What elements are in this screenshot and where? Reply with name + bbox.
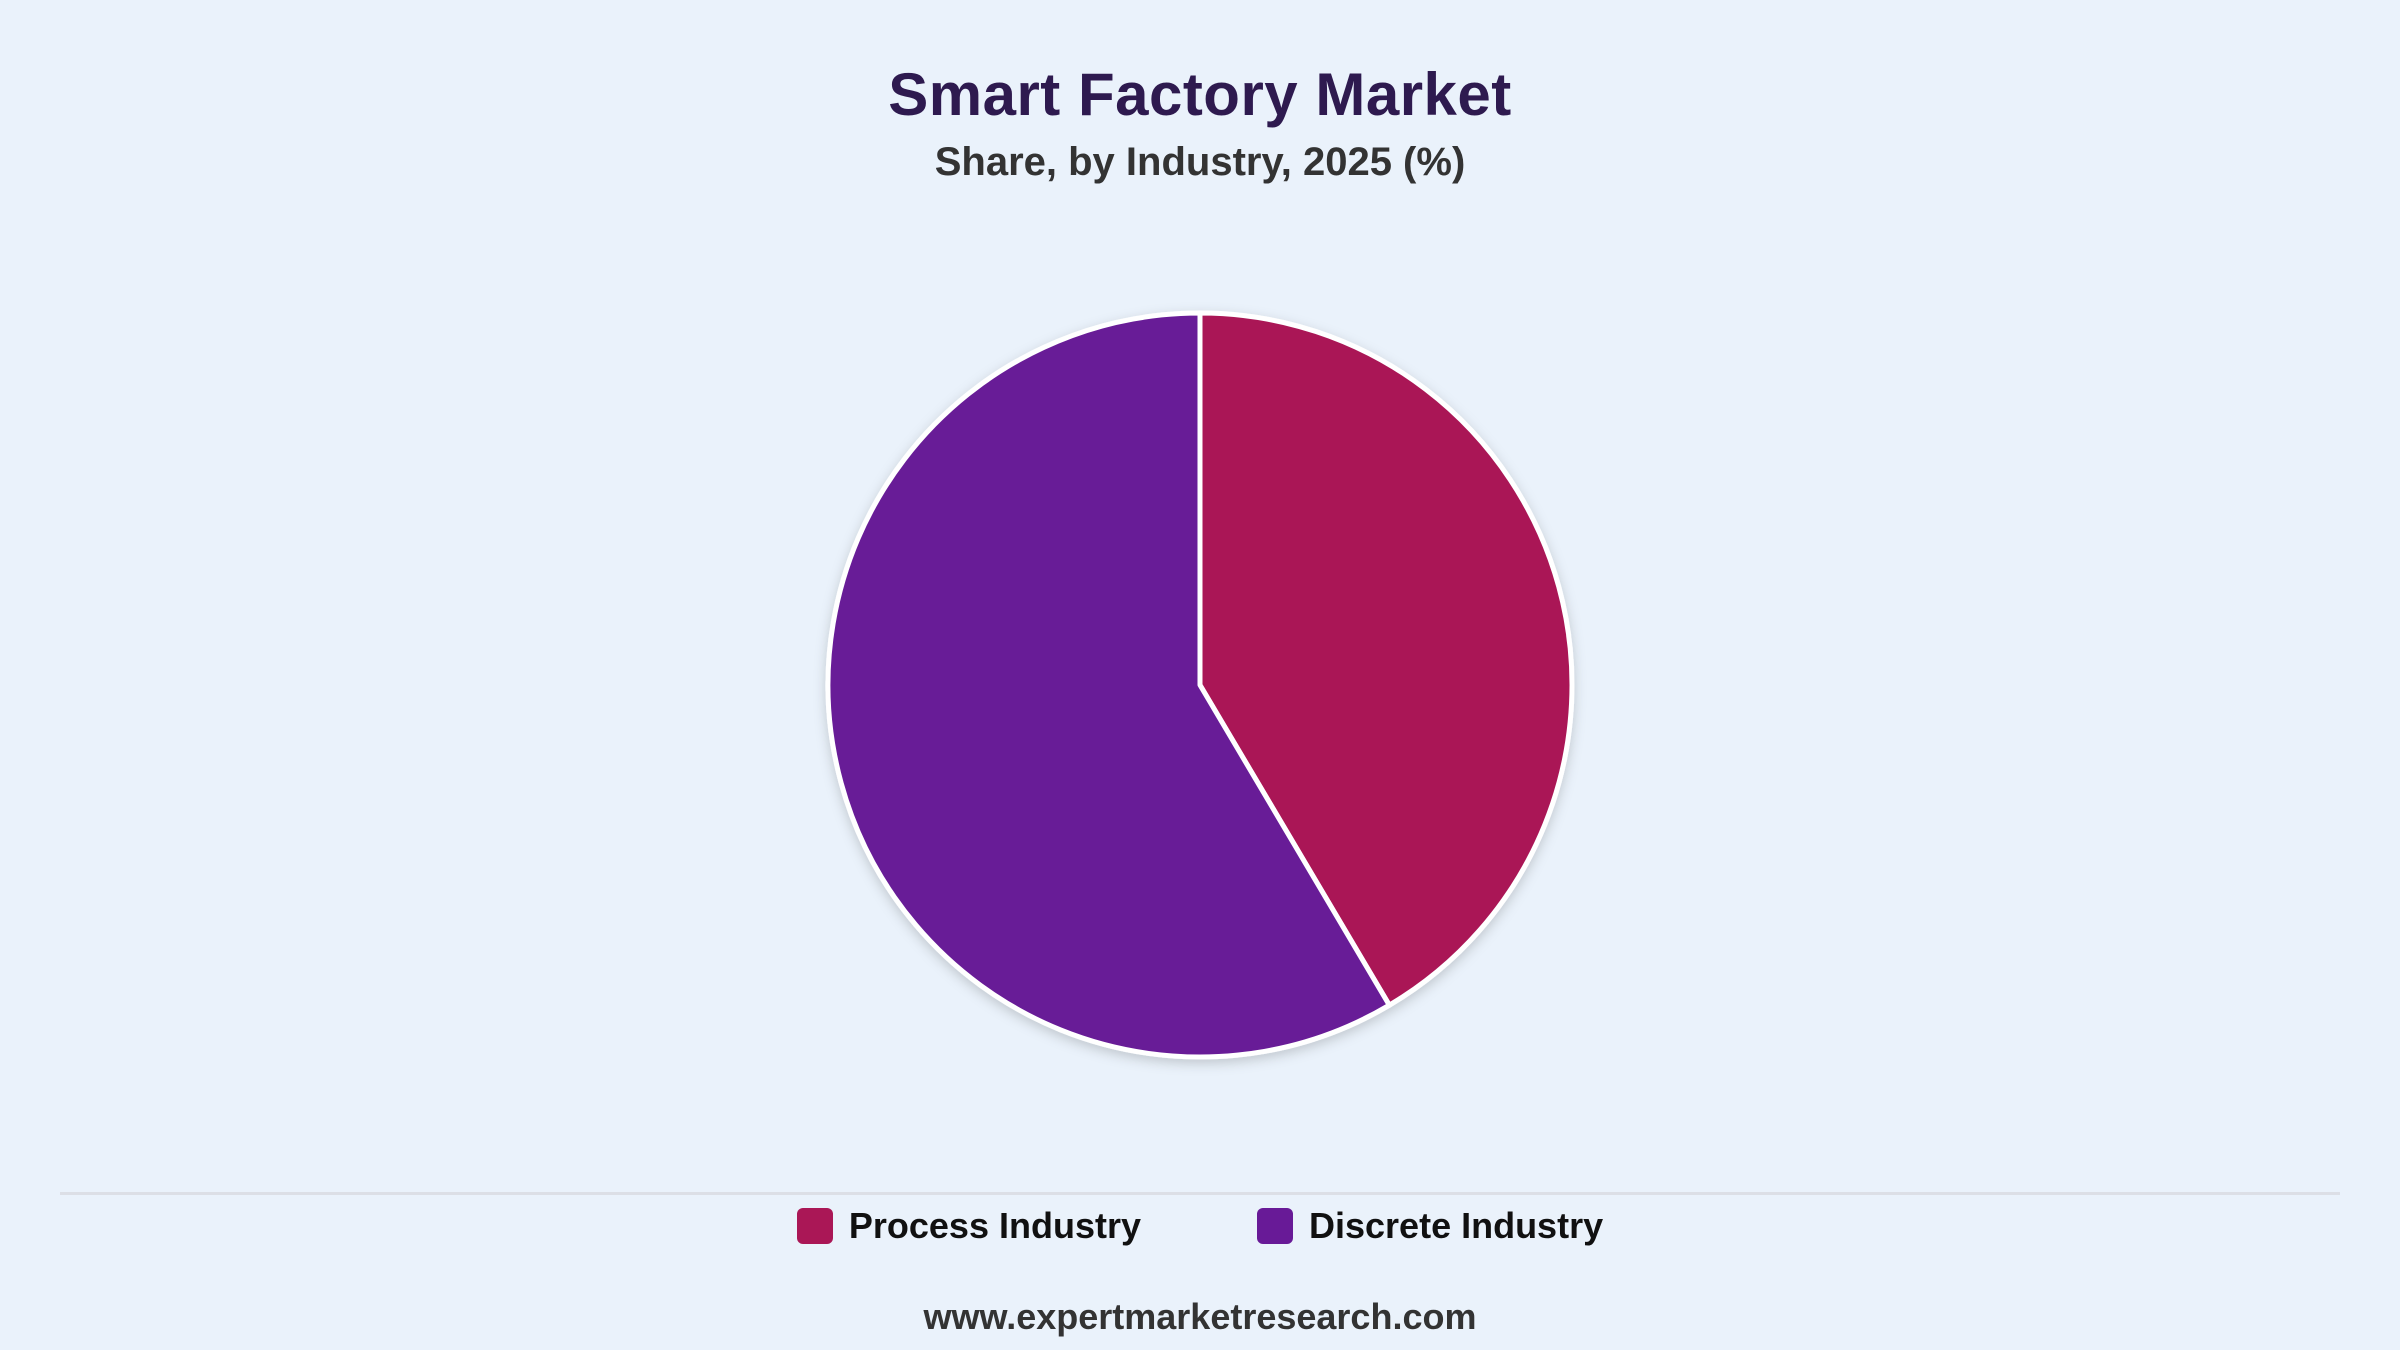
legend-swatch-discrete-industry bbox=[1257, 1208, 1293, 1244]
legend: Process Industry Discrete Industry bbox=[0, 1205, 2400, 1247]
chart-subtitle: Share, by Industry, 2025 (%) bbox=[934, 140, 1466, 184]
legend-divider bbox=[60, 1192, 2340, 1195]
pie-slices bbox=[825, 310, 1575, 1060]
chart-title: Smart Factory Market bbox=[888, 61, 1512, 128]
legend-label-discrete-industry: Discrete Industry bbox=[1309, 1205, 1604, 1246]
pie-slice-discrete-industry[interactable] bbox=[825, 310, 1392, 1060]
legend-swatch-process-industry bbox=[796, 1208, 833, 1244]
legend-label-process-industry: Process Industry bbox=[848, 1205, 1141, 1246]
legend-item-process-industry[interactable]: Process Industry bbox=[796, 1205, 1141, 1247]
pie-slice-process-industry[interactable] bbox=[1197, 310, 1575, 1008]
legend-item-discrete-industry[interactable]: Discrete Industry bbox=[1257, 1205, 1603, 1247]
source-url: www.expertmarketresearch.com bbox=[923, 1296, 1477, 1337]
